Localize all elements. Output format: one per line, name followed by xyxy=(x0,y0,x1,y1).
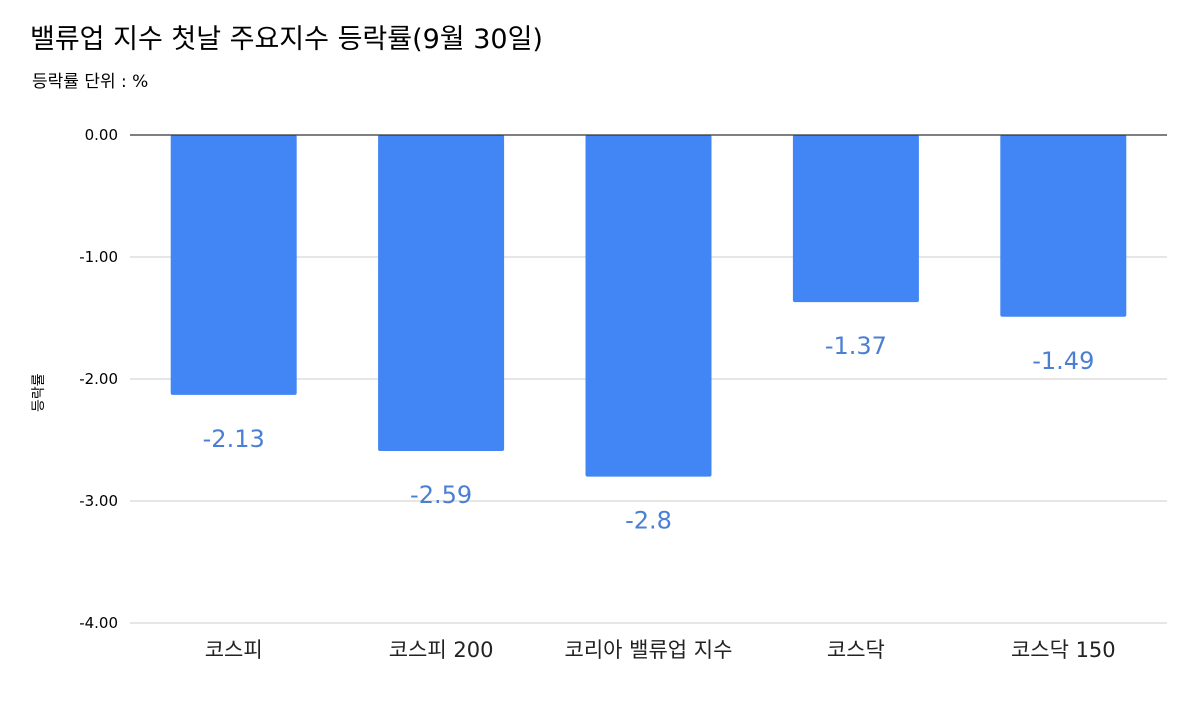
x-tick-label: 코리아 밸류업 지수 xyxy=(565,638,733,662)
x-tick-label: 코스닥 150 xyxy=(1011,638,1116,662)
y-tick-label: 0.00 xyxy=(85,126,118,144)
y-tick-label: -3.00 xyxy=(79,492,118,510)
y-tick-label: -1.00 xyxy=(79,248,118,266)
data-label: -2.59 xyxy=(410,481,472,509)
y-tick-label: -4.00 xyxy=(79,614,118,632)
x-tick-label: 코스닥 xyxy=(827,638,885,662)
data-label: -2.8 xyxy=(625,507,672,535)
bar xyxy=(378,135,505,451)
bars xyxy=(170,135,1127,477)
y-tick-label: -2.00 xyxy=(79,370,118,388)
chart-subtitle: 등락률 단위 : % xyxy=(32,72,149,92)
data-label: -1.49 xyxy=(1032,347,1094,375)
data-label: -2.13 xyxy=(203,425,265,453)
bar xyxy=(170,135,297,395)
x-tick-label: 코스피 xyxy=(205,638,263,662)
bar xyxy=(1000,135,1127,317)
chart-title: 밸류업 지수 첫날 주요지수 등락률(9월 30일) xyxy=(30,24,543,55)
bar xyxy=(792,135,919,303)
data-label: -1.37 xyxy=(825,332,887,360)
x-tick-label: 코스피 200 xyxy=(389,638,494,662)
chart-labels: 0.00 -1.00 -2.00 -3.00 -4.00 -2.13 코스피 -2.59 코스피… xyxy=(79,126,1115,662)
bar xyxy=(585,135,712,477)
